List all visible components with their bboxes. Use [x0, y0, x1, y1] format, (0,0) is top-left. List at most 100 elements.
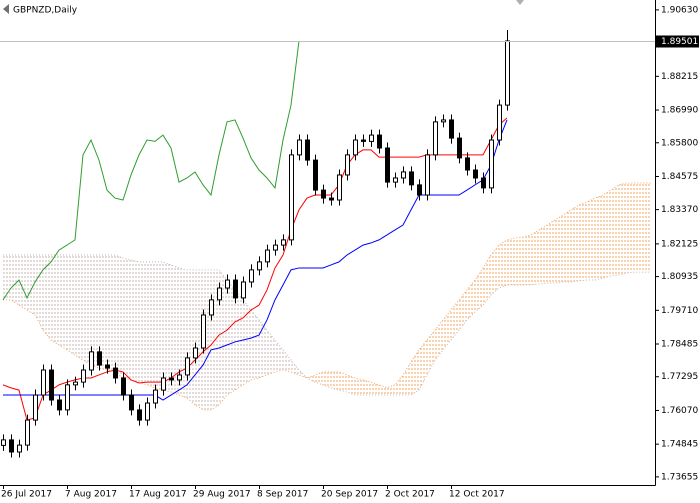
cloud-segment — [579, 201, 587, 281]
candle-body — [457, 137, 462, 159]
cloud-segment — [395, 374, 403, 396]
cloud-segment — [139, 261, 147, 385]
candle-body — [161, 377, 166, 391]
y-tick-label: 1.83370 — [661, 205, 698, 215]
cloud-segment — [67, 255, 75, 355]
current-price-label: 1.89501 — [661, 37, 698, 47]
icon-shape — [3, 4, 9, 14]
cloud-segment — [499, 239, 507, 289]
cloud-segment — [123, 258, 131, 380]
cloud-segment — [51, 255, 59, 345]
period-marker — [516, 0, 524, 5]
candle-body — [1, 439, 6, 446]
cloud-segment — [483, 255, 491, 306]
cloud-segment — [379, 384, 387, 396]
cloud-segment — [59, 255, 67, 350]
y-tick-label: 1.77295 — [661, 372, 698, 382]
cloud-span-b — [3, 254, 651, 396]
candle-body — [377, 134, 382, 149]
cloud-segment — [315, 371, 323, 385]
candle-body — [105, 364, 110, 369]
candle-body — [345, 154, 350, 176]
cloud-segment — [539, 225, 547, 284]
candle-body — [297, 139, 302, 156]
candle-body — [17, 444, 22, 453]
cloud-segment — [99, 255, 107, 371]
candle-body — [121, 377, 126, 396]
candle-body — [49, 369, 54, 401]
candle-body — [225, 279, 230, 289]
plot-area — [0, 29, 655, 458]
cloud-segment — [515, 236, 523, 286]
candle-body — [289, 154, 294, 241]
cloud-segment — [619, 182, 627, 276]
cloud-segment — [611, 184, 619, 276]
x-tick-label: 29 Aug 2017 — [193, 490, 251, 500]
cloud-segment — [627, 182, 635, 273]
candle-body — [417, 184, 422, 196]
cloud-segment — [347, 374, 355, 396]
candle-body — [57, 399, 62, 411]
cloud-segment — [195, 269, 203, 410]
cloud-segment — [107, 255, 115, 372]
cloud-segment — [411, 349, 419, 396]
candle-body — [281, 239, 286, 246]
candle-body — [9, 439, 14, 453]
candle-body — [401, 171, 406, 179]
y-tick-label: 1.90630 — [661, 5, 698, 15]
cloud-segment — [507, 237, 515, 286]
cloud-segment — [11, 255, 19, 306]
candle-body — [337, 174, 342, 201]
cloud-segment — [243, 299, 251, 385]
candle-body — [481, 177, 486, 189]
candle-body — [89, 351, 94, 371]
candle-body — [265, 249, 270, 263]
candle-body — [329, 197, 334, 201]
cloud-segment — [603, 190, 611, 279]
cloud-segment — [523, 234, 531, 286]
candle-body — [33, 394, 38, 421]
cloud-segment — [91, 255, 99, 369]
cloud-segment — [251, 310, 259, 380]
y-tick-label: 1.73655 — [661, 472, 698, 482]
cloud-segment — [187, 269, 195, 405]
cloud-segment — [635, 182, 643, 273]
cloud-segment — [27, 255, 35, 315]
cloud-segment — [307, 374, 315, 383]
cloud-segment — [443, 310, 451, 350]
cloud-segment — [283, 349, 291, 372]
candle-body — [321, 189, 326, 199]
cloud-segment — [643, 182, 651, 273]
cloud-segment — [355, 377, 363, 396]
candle-body — [113, 367, 118, 379]
candle-body — [489, 139, 494, 189]
cloud-segment — [171, 264, 179, 396]
indicator-line — [3, 119, 508, 401]
cloud-segment — [43, 255, 51, 341]
candle-body — [249, 269, 254, 283]
cloud-segment — [219, 269, 227, 405]
cloud-segment — [459, 289, 467, 331]
candle-body — [97, 351, 102, 366]
candle-body — [201, 314, 206, 349]
y-tick-label: 1.79710 — [661, 306, 698, 316]
cloud-segment — [371, 382, 379, 396]
candle-body — [353, 139, 358, 156]
cloud-segment — [3, 255, 11, 300]
cloud-segment — [419, 340, 427, 391]
candle-body — [313, 159, 318, 191]
cloud-segment — [131, 259, 139, 383]
symbol-icon — [3, 4, 9, 14]
cloud-segment — [147, 261, 155, 388]
candle-body — [273, 244, 278, 251]
cloud-segment — [467, 280, 475, 320]
cloud-segment — [227, 280, 235, 396]
candle-body — [441, 119, 446, 123]
candle-body — [497, 104, 502, 141]
indicator-line — [2, 117, 508, 421]
y-tick-label: 1.78485 — [661, 340, 698, 350]
cloud-segment — [75, 255, 83, 361]
cloud-segment — [547, 220, 555, 284]
cloud-segment — [339, 371, 347, 393]
